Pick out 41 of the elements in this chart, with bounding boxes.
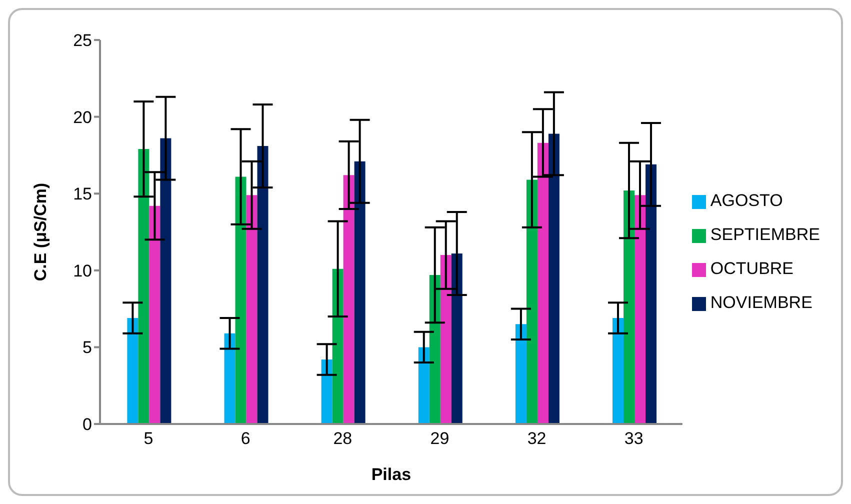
legend-label: OCTUBRE xyxy=(710,259,794,278)
bar xyxy=(149,206,160,424)
x-tick-label: 28 xyxy=(333,429,352,448)
y-axis-title: C.E (μS/Cm) xyxy=(31,182,50,282)
bar xyxy=(138,149,150,424)
bar xyxy=(548,134,560,424)
legend-label: AGOSTO xyxy=(710,191,783,210)
bar xyxy=(515,324,526,424)
x-tick-label: 6 xyxy=(240,429,250,448)
x-tick-label: 29 xyxy=(430,429,450,448)
y-tick-label: 20 xyxy=(73,108,92,127)
bar xyxy=(418,347,430,424)
bar xyxy=(235,176,246,424)
bar xyxy=(321,359,332,424)
bar xyxy=(160,138,172,424)
bar xyxy=(127,318,138,424)
bar xyxy=(537,142,548,424)
bar xyxy=(343,175,354,424)
x-tick-label: 5 xyxy=(144,429,154,448)
legend-label: SEPTIEMBRE xyxy=(710,225,820,244)
bar xyxy=(257,146,268,424)
bar xyxy=(624,190,635,424)
bar xyxy=(634,195,646,424)
y-tick-label: 5 xyxy=(82,338,92,358)
bar xyxy=(224,333,236,424)
legend-label: NOVIEMBRE xyxy=(710,293,812,312)
y-tick-label: 0 xyxy=(82,415,92,434)
bar xyxy=(646,164,657,424)
bar xyxy=(246,195,258,424)
y-tick-label: 15 xyxy=(73,184,92,204)
bar xyxy=(526,180,538,424)
bar xyxy=(440,255,452,424)
x-tick-label: 33 xyxy=(624,429,644,448)
x-tick-label: 32 xyxy=(527,429,546,448)
y-tick-label: 10 xyxy=(73,261,92,280)
bar xyxy=(451,254,462,424)
bar xyxy=(612,318,624,424)
bar xyxy=(354,161,366,424)
bar xyxy=(332,268,344,424)
y-tick-label: 25 xyxy=(73,31,92,50)
x-axis-title: Pilas xyxy=(371,465,412,484)
